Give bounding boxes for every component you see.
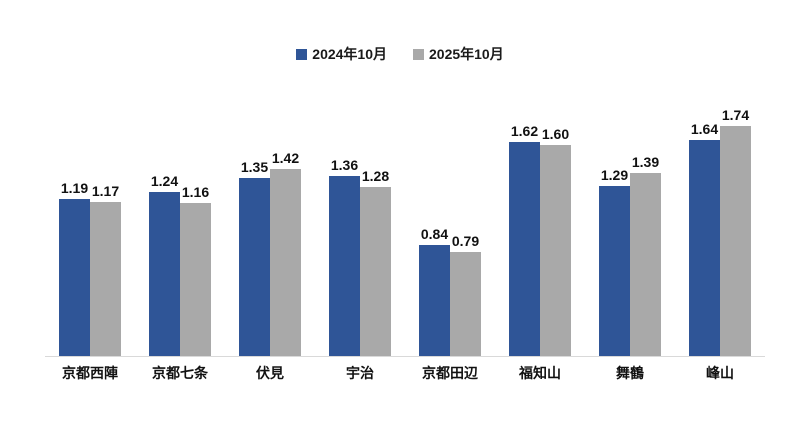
bar-series1 <box>689 140 720 356</box>
category-label: 福知山 <box>519 365 561 381</box>
bar-series2 <box>720 126 751 356</box>
legend-label: 2025年10月 <box>429 46 504 62</box>
category-label: 舞鶴 <box>616 365 644 381</box>
bar-series2 <box>630 173 661 356</box>
category-label: 京都七条 <box>152 365 208 381</box>
data-label: 1.42 <box>271 150 300 166</box>
category-axis: 京都西陣 京都七条 伏見 宇治 京都田辺 福知山 舞鶴 峰山 <box>45 363 765 383</box>
bar-series2 <box>180 203 211 356</box>
bar-group: 1.19 1.17 <box>45 86 135 356</box>
data-label: 1.17 <box>91 183 120 199</box>
legend-item: 2025年10月 <box>413 44 504 64</box>
bar-group: 1.36 1.28 <box>315 86 405 356</box>
data-label: 1.60 <box>541 126 570 142</box>
data-label: 1.64 <box>690 121 719 137</box>
category-label: 峰山 <box>706 365 734 381</box>
bar-series2 <box>540 145 571 356</box>
legend-label: 2024年10月 <box>312 46 387 62</box>
data-label: 1.36 <box>330 157 359 173</box>
data-label: 1.39 <box>631 154 660 170</box>
bar-group: 1.35 1.42 <box>225 86 315 356</box>
bar-series2 <box>450 252 481 356</box>
data-label: 0.84 <box>420 226 449 242</box>
data-label: 1.28 <box>361 168 390 184</box>
bar-group: 0.84 0.79 <box>405 86 495 356</box>
bar-series1 <box>329 176 360 356</box>
data-label: 1.16 <box>181 184 210 200</box>
bar-group: 1.62 1.60 <box>495 86 585 356</box>
bar-series2 <box>360 187 391 356</box>
data-label: 1.24 <box>150 173 179 189</box>
category-label: 京都西陣 <box>62 365 118 381</box>
legend-swatch-icon <box>296 48 308 60</box>
bar-series1 <box>419 245 450 356</box>
bar-series1 <box>599 186 630 356</box>
plot-area: 1.19 1.17 1.24 1.16 1.35 1.42 1.36 1.28 0.84 0.79… <box>45 86 765 357</box>
legend-item: 2024年10月 <box>296 44 387 64</box>
data-label: 0.79 <box>451 233 480 249</box>
bar-group: 1.24 1.16 <box>135 86 225 356</box>
bar-series2 <box>270 169 301 356</box>
bar-series1 <box>509 142 540 356</box>
data-label: 1.74 <box>721 107 750 123</box>
bar-group: 1.29 1.39 <box>585 86 675 356</box>
chart-legend: 2024年10月 2025年10月 <box>0 44 800 64</box>
data-label: 1.29 <box>600 167 629 183</box>
bar-series1 <box>59 199 90 356</box>
data-label: 1.62 <box>510 123 539 139</box>
category-label: 宇治 <box>346 365 374 381</box>
data-label: 1.35 <box>240 159 269 175</box>
bar-group: 1.64 1.74 <box>675 86 765 356</box>
bar-series2 <box>90 202 121 356</box>
legend-swatch-icon <box>413 48 424 60</box>
bar-series1 <box>149 192 180 356</box>
category-label: 京都田辺 <box>422 365 478 381</box>
bar-series1 <box>239 178 270 356</box>
data-label: 1.19 <box>60 180 89 196</box>
category-label: 伏見 <box>256 365 284 381</box>
